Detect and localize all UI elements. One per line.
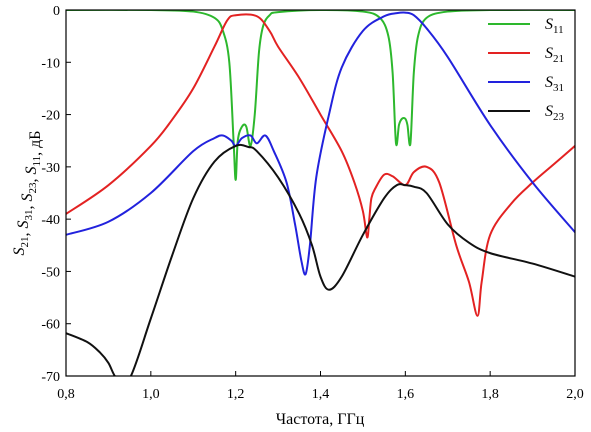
legend: S11 S21 S31 S23: [488, 16, 565, 123]
y-tick-label: -30: [41, 161, 60, 176]
series-layer: [66, 10, 575, 376]
x-tick-label: 1,6: [397, 387, 415, 402]
series-line-s21: [66, 13, 575, 317]
ticks-layer: 0,8 1,0 1,2 1,4 1,6 1,8 2,0 0 -10 -20 -30 -40 -50 -60…: [41, 4, 583, 402]
series-line-s23: [66, 143, 575, 376]
y-tick-label: -20: [41, 109, 60, 124]
x-tick-label: 1,2: [227, 387, 245, 402]
y-tick-label: -50: [41, 265, 60, 280]
x-tick-label: 0,8: [57, 387, 75, 402]
x-tick-label: 1,0: [142, 387, 160, 402]
y-axis-title: S21, S31, S23, S11, дБ: [11, 131, 44, 256]
series-line-s11: [66, 10, 575, 181]
x-tick-label: 1,8: [481, 387, 499, 402]
y-tick-label: -10: [41, 56, 60, 71]
y-tick-label: -60: [41, 318, 60, 333]
legend-label-s31: S31: [545, 74, 564, 94]
y-tick-label: 0: [53, 4, 60, 19]
legend-label-s11: S11: [545, 16, 564, 36]
legend-label-s23: S23: [545, 103, 565, 123]
legend-label-s21: S21: [545, 45, 564, 65]
x-tick-label: 1,4: [312, 387, 330, 402]
series-line-s31: [66, 11, 575, 276]
x-axis-title: Частота, ГГц: [276, 411, 365, 428]
y-tick-label: -70: [41, 370, 60, 385]
plot-frame: [65, 9, 576, 377]
y-tick-label: -40: [41, 213, 60, 228]
x-tick-label: 2,0: [566, 387, 584, 402]
